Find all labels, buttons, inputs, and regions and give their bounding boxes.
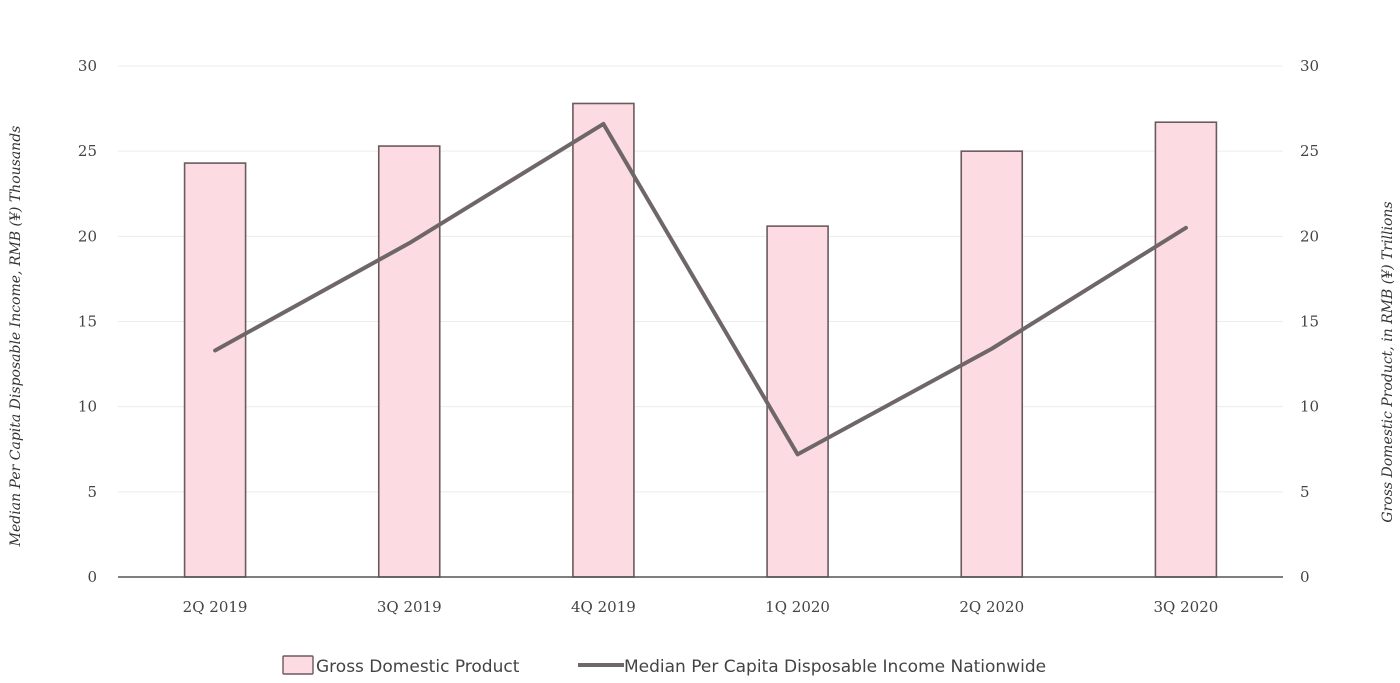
income-line [213, 121, 1188, 457]
x-tick-label: 2Q 2020 [959, 598, 1024, 616]
bar-2 [377, 145, 441, 578]
bar-6 [1154, 121, 1218, 578]
bar-5 [960, 150, 1024, 578]
x-tick-label: 3Q 2019 [377, 598, 442, 616]
right-tick-label: 10 [1300, 398, 1319, 416]
x-tick-label: 1Q 2020 [765, 598, 830, 616]
left-tick-label: 10 [78, 398, 97, 416]
left-tick-label: 30 [78, 57, 97, 75]
left-y-axis-ticks: 0 5 10 15 20 25 30 [78, 57, 97, 586]
bar-series [183, 102, 1218, 578]
legend-line-label: Median Per Capita Disposable Income Nati… [624, 657, 1046, 677]
bar-1 [183, 162, 247, 578]
right-tick-label: 5 [1300, 483, 1310, 501]
right-tick-label: 25 [1300, 142, 1319, 160]
x-tick-label: 3Q 2020 [1154, 598, 1219, 616]
right-tick-label: 15 [1300, 313, 1319, 331]
right-tick-label: 0 [1300, 568, 1310, 586]
line-series [213, 121, 1188, 457]
left-axis-title: Median Per Capita Disposable Income, RMB… [8, 126, 24, 548]
left-tick-label: 20 [78, 227, 97, 245]
x-axis-ticks: 2Q 2019 3Q 2019 4Q 2019 1Q 2020 2Q 2020 3Q 20… [183, 598, 1219, 616]
legend-bar-label: Gross Domestic Product [316, 657, 520, 677]
right-axis-title: Gross Domestic Product, in RMB (¥) Trill… [1380, 201, 1396, 522]
left-tick-label: 0 [87, 568, 97, 586]
right-tick-label: 30 [1300, 57, 1319, 75]
bar-4 [766, 225, 829, 578]
left-tick-label: 25 [78, 142, 97, 160]
x-tick-label: 4Q 2019 [571, 598, 636, 616]
grid-lines [118, 65, 1283, 493]
right-y-axis-ticks: 0 5 10 15 20 25 30 [1300, 57, 1319, 586]
legend-bar-swatch [282, 655, 314, 675]
right-tick-label: 20 [1300, 227, 1319, 245]
left-tick-label: 15 [78, 313, 97, 331]
x-tick-label: 2Q 2019 [183, 598, 248, 616]
legend: Gross Domestic Product Median Per Capita… [282, 655, 1046, 677]
bar-3 [572, 102, 635, 578]
left-tick-label: 5 [87, 483, 97, 501]
